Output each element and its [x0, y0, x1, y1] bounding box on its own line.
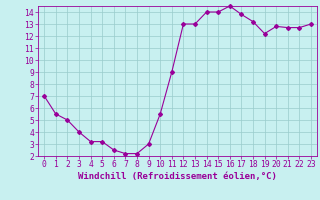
X-axis label: Windchill (Refroidissement éolien,°C): Windchill (Refroidissement éolien,°C) — [78, 172, 277, 181]
